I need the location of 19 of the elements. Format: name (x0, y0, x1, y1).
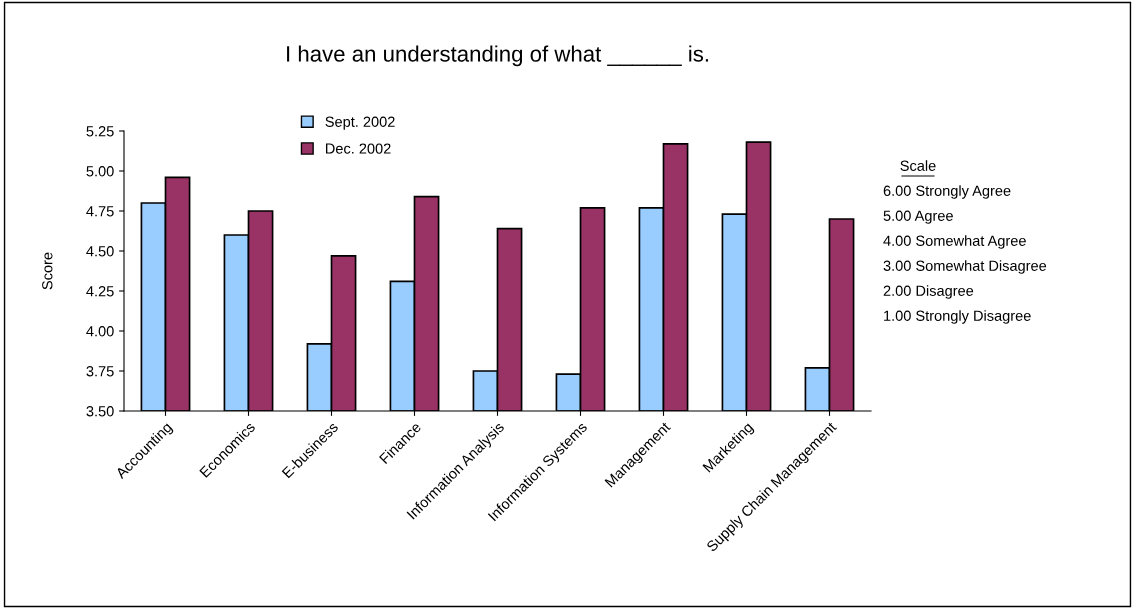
y-tick-label: 4.00 (86, 326, 114, 337)
y-tick-label: 5.00 (86, 166, 114, 177)
y-tick-label: 5.25 (86, 126, 114, 137)
text: 3.00 Somewhat Disagree (883, 260, 1047, 274)
y-axis-title: Score (42, 252, 53, 290)
legend-label: Dec. 2002 (325, 143, 391, 154)
y-tick-label: 3.75 (86, 366, 114, 377)
text: 5.00 Agree (883, 210, 953, 224)
text: 1.00 Strongly Disagree (884, 310, 1031, 324)
text: 4.00 Somewhat Agree (883, 235, 1026, 249)
y-tick-label: 3.50 (86, 406, 114, 417)
text: 6.00 Strongly Agree (883, 185, 1011, 199)
y-tick-label: 4.75 (86, 206, 114, 217)
text: Scale (900, 160, 936, 171)
text: 2.00 Disagree (883, 285, 974, 299)
chart-title: I have an understanding of what ______ is. (287, 45, 708, 67)
y-tick-label: 4.50 (86, 246, 114, 257)
legend-label: Sept. 2002 (325, 116, 395, 130)
y-tick-label: 4.25 (86, 286, 114, 297)
